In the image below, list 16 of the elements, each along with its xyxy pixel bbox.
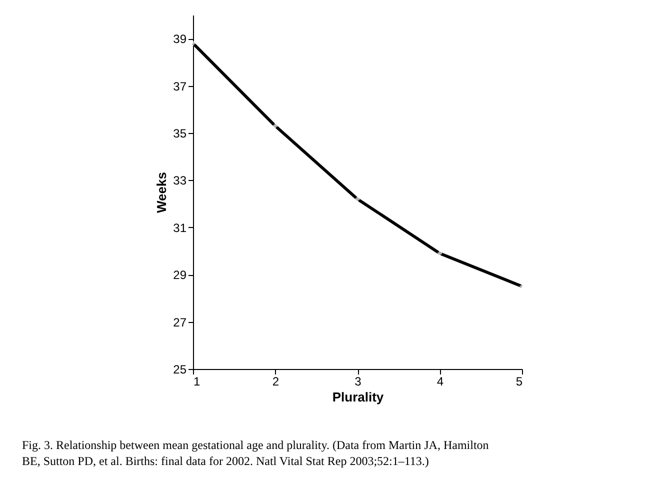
- y-tick-label: 31: [173, 220, 187, 235]
- y-tick-label: 33: [173, 174, 187, 188]
- x-tick-label: 3: [354, 374, 362, 388]
- y-tick-label: 25: [173, 362, 187, 376]
- y-axis-title: Weeks: [154, 172, 170, 213]
- y-tick-label: 29: [173, 268, 187, 282]
- caption: Fig. 3. Relationship between mean gestational age and plurality. (Data from Martin JA, Hamilton BE, Sutton PD, et al. Births: final data for 2002. Natl Vital Stat Rep 2003;52:1–113.): [22, 438, 489, 468]
- y-tick-label: 27: [173, 315, 187, 330]
- y-tick-label: 35: [173, 126, 187, 140]
- x-tick-label: 5: [516, 374, 523, 388]
- x-tick-label: 1: [194, 374, 200, 388]
- y-tick-label: 39: [173, 32, 187, 46]
- y-tick-label: 37: [173, 79, 187, 94]
- x-tick-label: 2: [272, 374, 280, 388]
- x-axis-title: Plurality: [332, 390, 384, 404]
- x-tick-label: 4: [436, 374, 444, 388]
